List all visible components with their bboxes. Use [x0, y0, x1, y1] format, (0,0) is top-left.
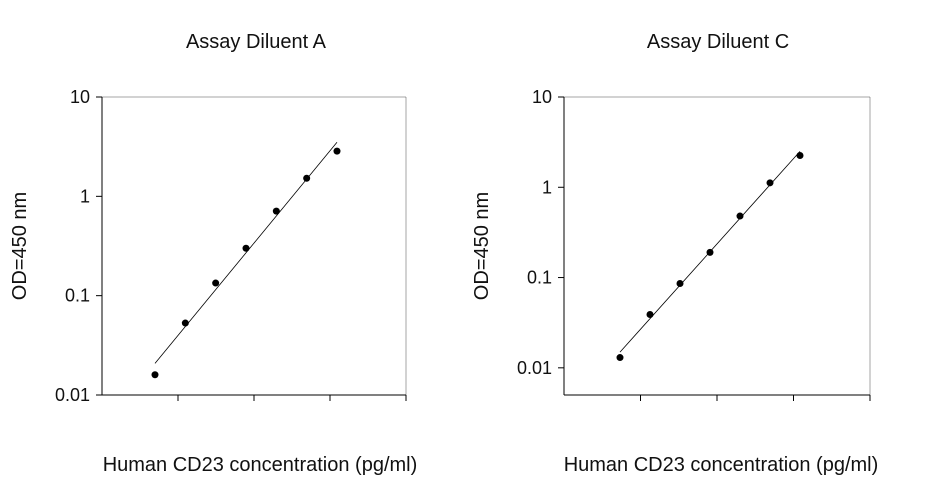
chart-c-data-point	[766, 179, 774, 187]
chart-a-data-point	[272, 207, 280, 215]
chart-c-data-point	[796, 151, 804, 159]
chart-a-data-point	[303, 174, 311, 182]
chart-a-data-point	[212, 279, 220, 287]
chart-a-data-point	[333, 147, 341, 155]
chart-c-data-point	[616, 354, 624, 362]
chart-a-data-point	[181, 319, 189, 327]
chart-c-ytick-label: 0.1	[527, 268, 552, 288]
chart-a-xlabel: Human CD23 concentration (pg/ml)	[103, 454, 418, 476]
chart-c-xlabel: Human CD23 concentration (pg/ml)	[564, 454, 879, 476]
chart-c-ytick-label: 1	[542, 177, 552, 197]
chart-c-ytick-label: 0.01	[517, 358, 552, 378]
chart-a-ytick-label: 0.1	[65, 286, 90, 306]
chart-c-ylabel: OD=450 nm	[471, 192, 493, 300]
chart-a-title: Assay Diluent A	[186, 31, 327, 53]
chart-a-ytick-label: 0.01	[55, 385, 90, 405]
chart-a-data-point	[151, 371, 159, 379]
chart-c-data-point	[646, 310, 654, 318]
chart-a-trendline	[154, 141, 338, 364]
chart-c-ytick-label: 10	[532, 87, 552, 107]
chart-c-title: Assay Diluent C	[647, 31, 789, 53]
chart-c-data-point	[736, 212, 744, 220]
plot-layer: 10 1 0.1 0.01 10 1 0.1 0.01	[55, 87, 871, 405]
chart-c-data-point	[676, 279, 684, 287]
chart-a-ytick-label: 10	[70, 87, 90, 107]
chart-a-ylabel: OD=450 nm	[9, 192, 31, 300]
chart-a-data-point	[242, 244, 250, 252]
chart-a-ytick-label: 1	[80, 186, 90, 206]
chart-c-data-point	[706, 248, 714, 256]
